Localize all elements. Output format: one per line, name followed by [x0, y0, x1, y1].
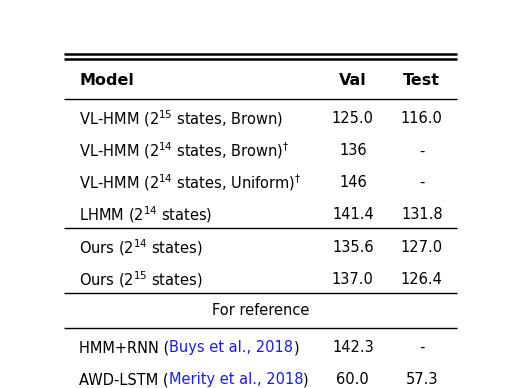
Text: HMM+RNN (: HMM+RNN ( [79, 340, 170, 355]
Text: ): ) [294, 340, 299, 355]
Text: 146: 146 [339, 175, 367, 190]
Text: 131.8: 131.8 [401, 207, 442, 222]
Text: Model: Model [79, 73, 134, 88]
Text: Buys et al., 2018: Buys et al., 2018 [170, 340, 294, 355]
Text: 142.3: 142.3 [332, 340, 374, 355]
Text: 57.3: 57.3 [405, 372, 438, 387]
Text: LHMM (2$^{14}$ states): LHMM (2$^{14}$ states) [79, 204, 213, 225]
Text: Val: Val [339, 73, 367, 88]
Text: 116.0: 116.0 [401, 111, 442, 126]
Text: -: - [419, 340, 425, 355]
Text: 127.0: 127.0 [401, 240, 443, 255]
Text: AWD-LSTM (: AWD-LSTM ( [79, 372, 169, 387]
Text: Ours (2$^{15}$ states): Ours (2$^{15}$ states) [79, 269, 203, 290]
Text: ): ) [303, 372, 309, 387]
Text: -: - [419, 175, 425, 190]
Text: 60.0: 60.0 [336, 372, 369, 387]
Text: 125.0: 125.0 [332, 111, 374, 126]
Text: VL-HMM (2$^{14}$ states, Brown)$^{\dagger}$: VL-HMM (2$^{14}$ states, Brown)$^{\dagge… [79, 140, 290, 161]
Text: VL-HMM (2$^{14}$ states, Uniform)$^{\dagger}$: VL-HMM (2$^{14}$ states, Uniform)$^{\dag… [79, 172, 302, 193]
Text: 137.0: 137.0 [332, 272, 374, 287]
Text: 141.4: 141.4 [332, 207, 374, 222]
Text: Ours (2$^{14}$ states): Ours (2$^{14}$ states) [79, 237, 203, 258]
Text: For reference: For reference [212, 303, 309, 319]
Text: Merity et al., 2018: Merity et al., 2018 [169, 372, 303, 387]
Text: 136: 136 [339, 143, 367, 158]
Text: VL-HMM (2$^{15}$ states, Brown): VL-HMM (2$^{15}$ states, Brown) [79, 109, 283, 129]
Text: -: - [419, 143, 425, 158]
Text: 135.6: 135.6 [332, 240, 374, 255]
Text: Test: Test [403, 73, 440, 88]
Text: 126.4: 126.4 [401, 272, 442, 287]
